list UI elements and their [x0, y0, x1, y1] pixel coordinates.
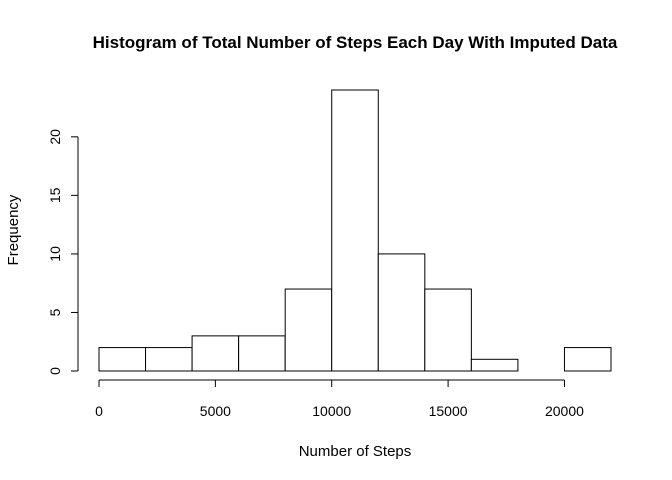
x-axis-label: Number of Steps — [299, 443, 412, 460]
y-axis-label: Frequency — [5, 194, 22, 265]
y-tick-label-4: 20 — [47, 129, 63, 145]
histogram-bar-4 — [284, 288, 333, 372]
x-tick-label-4: 20000 — [545, 403, 584, 419]
y-tick-label-1: 5 — [47, 308, 63, 316]
histogram-bar-0 — [98, 347, 147, 372]
histogram-bar-8 — [470, 358, 519, 372]
y-tick-label-2: 10 — [47, 246, 63, 262]
x-axis: 0 5000 10000 15000 20000 — [95, 379, 584, 419]
x-tick-label-2: 10000 — [312, 403, 351, 419]
y-tick-label-0: 0 — [47, 367, 63, 375]
y-tick-label-3: 15 — [47, 187, 63, 203]
bars-group — [98, 89, 612, 372]
x-tick-label-3: 15000 — [429, 403, 468, 419]
histogram-bar-1 — [145, 347, 193, 372]
x-tick-label-0: 0 — [95, 403, 103, 419]
x-tick-label-1: 5000 — [200, 403, 231, 419]
histogram-bar-3 — [238, 335, 286, 372]
y-axis: 0 5 10 15 20 — [47, 129, 79, 375]
histogram-bar-6 — [377, 253, 426, 372]
histogram-bar-2 — [191, 335, 240, 372]
histogram-bar-5 — [331, 89, 379, 372]
histogram-bar-7 — [424, 288, 472, 372]
histogram-bar-10 — [563, 347, 612, 372]
chart-title: Histogram of Total Number of Steps Each … — [93, 33, 618, 52]
